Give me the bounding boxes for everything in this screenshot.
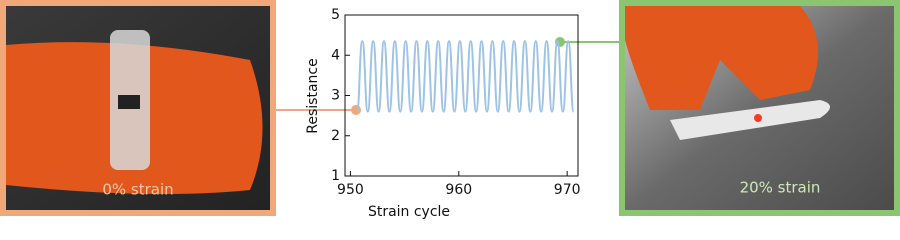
- photo-left: 0% strain: [0, 0, 276, 216]
- x-tick-label: 950: [337, 182, 364, 198]
- connector-dot: [555, 37, 565, 47]
- y-tick-label: 5: [331, 7, 340, 23]
- page: 0% strain 20% strain Strain cycle Resist…: [0, 0, 900, 220]
- x-tick-label: 960: [445, 182, 472, 198]
- y-axis-label: Resistance: [305, 58, 321, 133]
- x-tick-label: 970: [554, 182, 581, 198]
- y-tick-label: 2: [331, 128, 340, 144]
- photo-label: 0% strain: [102, 181, 173, 199]
- photo-label: 20% strain: [740, 179, 821, 197]
- x-axis-label: Strain cycle: [368, 204, 450, 220]
- data-line: [355, 40, 575, 113]
- y-tick-label: 1: [331, 168, 340, 184]
- y-tick-label: 3: [331, 88, 340, 104]
- photo-right: 20% strain: [619, 0, 900, 216]
- connector-dot: [351, 105, 361, 115]
- figure: 0% strain 20% strain Strain cycle Resist…: [0, 0, 900, 220]
- y-tick-label: 4: [331, 47, 340, 63]
